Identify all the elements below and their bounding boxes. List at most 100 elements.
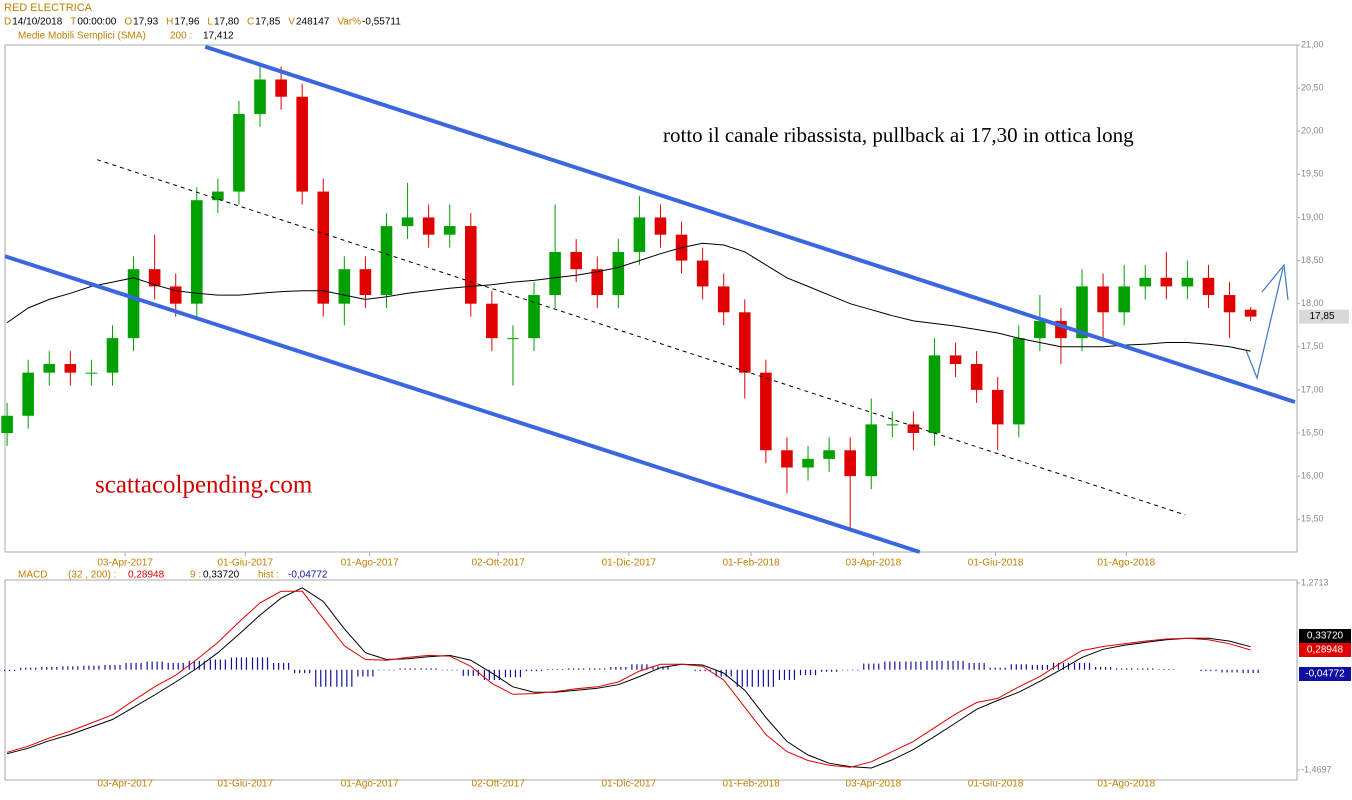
x-tick-label: 01-Dic-2017 xyxy=(602,779,657,790)
macd-frame xyxy=(4,579,1298,781)
value-box xyxy=(1299,667,1351,681)
trend-line xyxy=(204,44,1296,404)
candle-body xyxy=(1139,277,1152,287)
x-tick-label: 03-Apr-2017 xyxy=(97,558,153,569)
last-price-label: 17,85 xyxy=(1309,311,1334,322)
x-tick-label: 01-Dic-2017 xyxy=(602,558,657,569)
last-price-box xyxy=(1299,309,1349,324)
field-label: L xyxy=(207,17,213,28)
x-tick-label: 01-Ago-2017 xyxy=(341,779,399,790)
candle-body xyxy=(802,458,814,468)
candle-body xyxy=(1118,286,1130,313)
field-value: 17,85 xyxy=(255,17,280,28)
candle-body xyxy=(464,226,477,304)
trend-line xyxy=(4,254,921,554)
header-fields: D 14/10/2018 T 00:00:00 O 17,93 H 17,96 L 17,80 C 1… xyxy=(4,17,401,28)
field-label: D xyxy=(4,17,11,28)
sma-period: 200 : xyxy=(170,31,192,42)
candle-body xyxy=(1244,309,1257,317)
field-label: O xyxy=(124,17,132,28)
value-box xyxy=(1299,643,1351,657)
candle-body xyxy=(717,286,730,313)
y-tick-label: 19,00 xyxy=(1301,212,1324,222)
candle-body xyxy=(64,364,77,373)
y-tick-label: 1,2713 xyxy=(1301,577,1329,587)
macd-label: MACD xyxy=(18,570,47,581)
candle-body xyxy=(570,251,582,270)
sma-value: 17,412 xyxy=(203,31,234,42)
field-label: C xyxy=(247,17,254,28)
field-value: 17,96 xyxy=(174,17,199,28)
value-box xyxy=(1299,629,1351,643)
candle-body xyxy=(865,424,878,477)
hist-label: hist : xyxy=(258,570,279,581)
x-tick-label: 03-Apr-2018 xyxy=(846,558,902,569)
candle-body xyxy=(191,200,203,304)
x-tick-label: 01-Giu-2017 xyxy=(217,779,273,790)
signal-param: 9 : xyxy=(190,570,201,581)
x-tick-label: 03-Apr-2017 xyxy=(97,779,153,790)
candle-body xyxy=(1097,286,1109,313)
candle-body xyxy=(1055,320,1067,339)
watermark: scattacolpending.com xyxy=(95,472,313,499)
x-tick-label: 01-Ago-2018 xyxy=(1097,779,1155,790)
candle-body xyxy=(1202,277,1215,296)
field-value: 00:00:00 xyxy=(77,17,116,28)
candle-body xyxy=(317,191,330,304)
candle-body xyxy=(1034,320,1046,339)
candle-body xyxy=(907,424,920,434)
sma-label: Medie Mobili Semplici (SMA) xyxy=(18,31,146,42)
field-value: 17,93 xyxy=(133,17,158,28)
macd-params: (32 , 200) : xyxy=(68,570,116,581)
candle-body xyxy=(738,312,751,373)
annotation: rotto il canale ribassista, pullback ai … xyxy=(663,123,1134,147)
arrow-path xyxy=(1245,267,1284,381)
candle-body xyxy=(212,191,224,201)
candle-body xyxy=(275,79,287,97)
candle-body xyxy=(1223,295,1236,313)
y-tick-label: 18,00 xyxy=(1301,298,1324,308)
arrow-head xyxy=(1261,263,1289,301)
candle-body xyxy=(928,355,941,434)
x-tick-label: 01-Feb-2018 xyxy=(722,558,780,569)
x-tick-label: 01-Giu-2018 xyxy=(968,779,1024,790)
candle-body xyxy=(233,113,245,192)
sma-line xyxy=(6,242,1251,352)
instrument-title: RED ELECTRICA xyxy=(4,2,93,14)
candle-body xyxy=(591,269,604,296)
candle-body xyxy=(169,286,182,304)
macd-value: 0,28948 xyxy=(128,570,165,581)
candle-body xyxy=(970,364,983,390)
x-tick-label: 02-Ott-2017 xyxy=(472,558,526,569)
price-frame xyxy=(4,44,1298,553)
field-value: -0,55711 xyxy=(362,17,401,28)
candle-body xyxy=(22,372,34,416)
value-box-label: -0,04772 xyxy=(1305,669,1345,680)
candle-body xyxy=(528,295,540,339)
hist-value: -0,04772 xyxy=(288,570,328,581)
y-tick-label: 19,50 xyxy=(1301,169,1324,179)
x-tick-label: 03-Apr-2018 xyxy=(846,779,902,790)
candle-body xyxy=(43,364,56,373)
candle-body xyxy=(654,217,667,235)
candle-body xyxy=(422,217,435,235)
candle-body xyxy=(359,269,372,296)
x-tick-label: 02-Ott-2017 xyxy=(472,779,526,790)
macd-line xyxy=(6,587,1251,769)
candle-body xyxy=(148,269,161,287)
value-box-label: 0,28948 xyxy=(1307,645,1344,656)
candle-body xyxy=(85,372,98,374)
value-box-label: 0,33720 xyxy=(1307,631,1344,642)
x-tick-label: 01-Giu-2018 xyxy=(968,558,1024,569)
field-label: H xyxy=(166,17,173,28)
candle-body xyxy=(443,226,456,235)
candle-body xyxy=(781,450,793,468)
field-label: V xyxy=(288,17,295,28)
candle-body xyxy=(633,217,646,252)
candle-body xyxy=(1,415,13,434)
x-tick-label: 01-Giu-2017 xyxy=(217,558,273,569)
candle-body xyxy=(844,450,856,477)
candle-body xyxy=(612,251,625,296)
x-tick-label: 01-Ago-2018 xyxy=(1097,558,1155,569)
x-tick-label: 01-Feb-2018 xyxy=(722,779,780,790)
